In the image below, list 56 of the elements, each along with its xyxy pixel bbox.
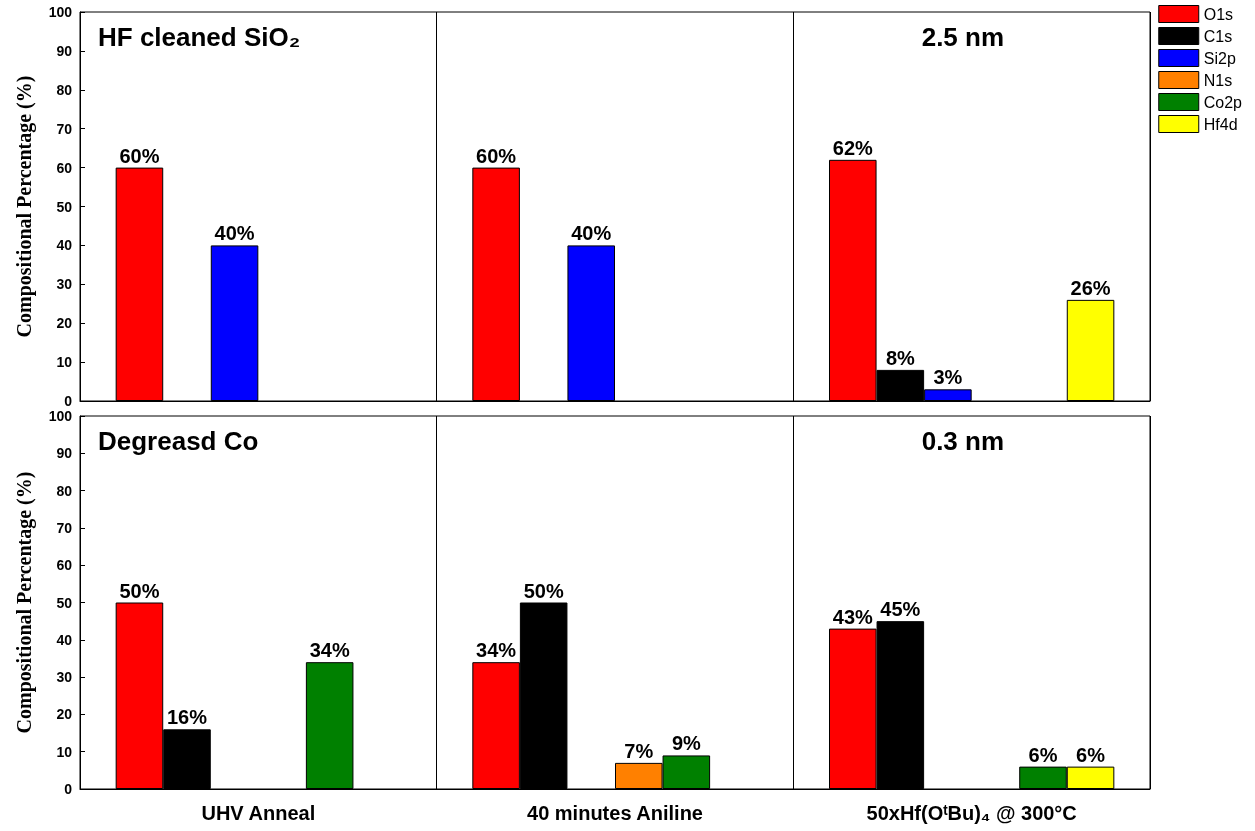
annotation: HF cleaned SiO₂ — [98, 22, 301, 52]
y-tick-label: 100 — [48, 408, 73, 424]
legend-label: O1s — [1203, 5, 1234, 23]
y-tick-label: 90 — [56, 445, 73, 462]
data-label: 40% — [214, 222, 255, 245]
data-label: 3% — [933, 366, 963, 389]
x-tick-label: UHV Anneal — [201, 802, 316, 824]
data-label: 26% — [1070, 276, 1111, 299]
legend-label: Si2p — [1203, 49, 1236, 67]
data-label: 45% — [880, 598, 921, 621]
legend-label: N1s — [1203, 71, 1233, 89]
data-label: 60% — [119, 144, 160, 167]
y-tick-label: 20 — [56, 706, 73, 723]
annotation: 0.3 nm — [921, 426, 1005, 456]
y-tick-label: 90 — [56, 42, 73, 59]
data-label: 43% — [832, 605, 874, 628]
data-label: 16% — [166, 706, 208, 729]
y-tick-label: 100 — [48, 4, 73, 20]
y-tick-label: 70 — [56, 519, 73, 536]
data-label: 62% — [832, 136, 874, 159]
y-tick-label: 40 — [56, 237, 73, 254]
y-tick-label: 10 — [56, 354, 73, 371]
data-label: 7% — [624, 739, 654, 762]
data-label: 50% — [523, 579, 564, 602]
y-axis-title: Compositional Percentage (%) — [13, 75, 36, 338]
data-label: 50% — [119, 579, 160, 602]
legend-label: C1s — [1203, 27, 1233, 45]
data-label: 34% — [309, 639, 350, 662]
y-tick-label: 50 — [56, 594, 73, 611]
annotation: 2.5 nm — [921, 22, 1005, 52]
x-tick-label: 50xHf(OᵗBu)₄ @ 300°C — [866, 802, 1077, 824]
data-label: 34% — [476, 639, 517, 662]
y-tick-label: 30 — [56, 669, 73, 686]
y-tick-label: 70 — [56, 120, 73, 137]
y-tick-label: 60 — [56, 557, 73, 574]
y-tick-label: 10 — [56, 743, 73, 760]
x-tick-label: 40 minutes Aniline — [527, 802, 703, 824]
data-label: 9% — [671, 732, 701, 755]
data-label: 60% — [476, 144, 517, 167]
y-tick-label: 60 — [56, 159, 73, 176]
y-tick-label: 80 — [56, 482, 73, 499]
y-tick-label: 80 — [56, 81, 73, 98]
y-tick-label: 40 — [56, 631, 73, 648]
y-axis-title: Compositional Percentage (%) — [13, 471, 36, 734]
legend-label: Co2p — [1203, 93, 1243, 111]
data-label: 6% — [1076, 743, 1106, 766]
data-label: 8% — [885, 346, 915, 369]
data-label: 6% — [1028, 743, 1058, 766]
y-tick-label: 50 — [56, 198, 73, 215]
y-tick-label: 0 — [64, 393, 73, 409]
data-label: 40% — [571, 222, 612, 245]
y-tick-label: 30 — [56, 276, 73, 293]
legend-label: Hf4d — [1203, 115, 1238, 133]
y-tick-label: 0 — [64, 781, 73, 797]
annotation: Degreasd Co — [98, 426, 259, 456]
y-tick-label: 20 — [56, 315, 73, 332]
